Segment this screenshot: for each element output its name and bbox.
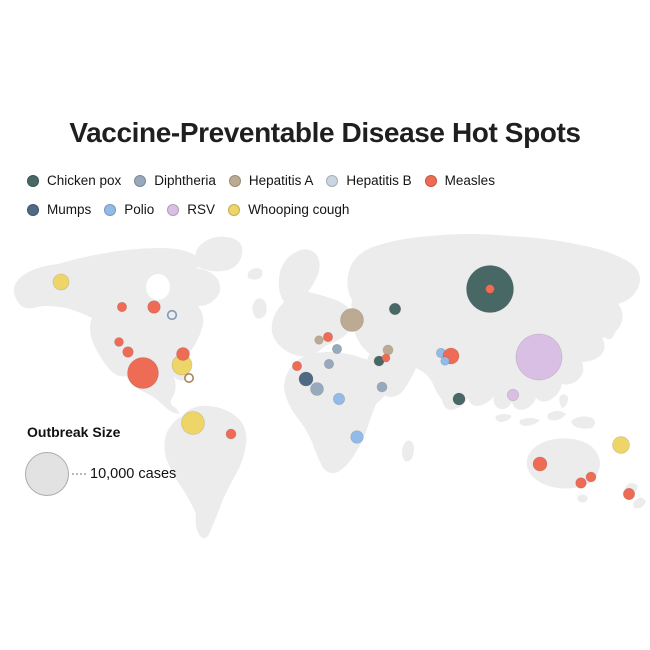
diphtheria-dot-icon [134, 174, 147, 187]
bubble-turkey [382, 344, 394, 356]
size-legend-heading: Outbreak Size [27, 424, 121, 440]
bubble-western-russia [388, 302, 402, 316]
bubble-northern-europe [340, 308, 364, 332]
legend-label-measles: Measles [444, 172, 495, 188]
bubble-angola [350, 430, 364, 444]
bubble-caribbean [184, 372, 195, 383]
hepatitis_b-dot-icon [326, 174, 339, 187]
outbreak-bubbles [52, 265, 636, 501]
chicken_pox-dot-icon [27, 174, 39, 187]
polio-dot-icon [104, 203, 117, 216]
bubble-pakistan [440, 356, 450, 366]
bubble-alaska [52, 273, 70, 291]
bubble-southern-australia [575, 477, 587, 489]
bubble-eastern-us [176, 347, 190, 361]
legend-label-diphtheria: Diphtheria [154, 172, 216, 188]
rsv-dot-icon [167, 203, 180, 216]
legend-row-1: Chicken pox Diphtheria Hepatitis A Hepatiti… [27, 169, 627, 192]
legend-item-measles: Measles [424, 172, 495, 188]
bubble-iraq [381, 353, 391, 363]
legend-label-polio: Polio [124, 201, 155, 217]
legend-item-polio: Polio [104, 203, 154, 217]
mumps-dot-icon [27, 203, 39, 216]
size-legend: Outbreak Size 10,000 cases [25, 424, 195, 496]
bubble-southwestern-us [122, 346, 134, 358]
size-legend-label: 10,000 cases [90, 466, 177, 482]
size-legend-circle [25, 452, 69, 496]
bubble-western-canada [116, 301, 128, 313]
legend-label-hepatitis_b: Hepatitis B [346, 172, 412, 188]
bubble-western-australia [532, 456, 548, 472]
legend-item-diphtheria: Diphtheria [134, 174, 216, 188]
bubble-france [322, 331, 334, 343]
bubble-yemen [376, 381, 388, 393]
legend-item-whooping_cough: Whooping cough [228, 203, 349, 217]
bubble-mongolia-center [485, 284, 495, 294]
disease-legend: Chicken pox Diphtheria Hepatitis A Hepatiti… [27, 169, 627, 221]
bubble-nigeria [332, 392, 346, 406]
bubble-india [452, 392, 466, 406]
legend-item-hepatitis_a: Hepatitis A [228, 172, 314, 188]
bubble-northwest-africa [291, 360, 303, 372]
bubble-spain [314, 335, 324, 345]
bubble-vietnam [506, 388, 520, 402]
bubble-central-canada [147, 300, 161, 314]
whooping_cough-dot-icon [228, 203, 241, 216]
size-legend-connector [72, 473, 86, 475]
legend-item-rsv: RSV [167, 203, 215, 217]
legend-label-hepatitis_a: Hepatitis A [248, 172, 314, 188]
legend-label-whooping_cough: Whooping cough [248, 201, 350, 217]
measles-dot-icon [424, 174, 437, 187]
size-legend-row: 10,000 cases [25, 452, 195, 496]
bubble-algeria [331, 343, 343, 355]
bubble-china [515, 333, 563, 381]
legend-label-rsv: RSV [187, 201, 216, 217]
bubble-new-caledonia [612, 436, 630, 454]
bubble-western-us [114, 337, 124, 347]
bubble-new-zealand [622, 487, 636, 501]
legend-label-chicken_pox: Chicken pox [47, 172, 122, 188]
bubble-mexico [127, 357, 159, 389]
bubble-mali [323, 358, 335, 370]
bubble-eastern-australia [585, 471, 597, 483]
bubble-senegal [298, 371, 314, 387]
bubble-guinea [310, 382, 324, 396]
hepatitis_a-dot-icon [228, 174, 241, 187]
legend-item-chicken_pox: Chicken pox [27, 174, 121, 188]
bubble-peru [181, 411, 205, 435]
page-title: Vaccine-Preventable Disease Hot Spots [69, 117, 581, 148]
legend-item-hepatitis_b: Hepatitis B [326, 172, 412, 188]
bubble-brazil [225, 428, 237, 440]
legend-label-mumps: Mumps [47, 201, 92, 217]
legend-item-mumps: Mumps [27, 203, 91, 217]
legend-row-2: Mumps Polio RSV Whooping cough [27, 198, 627, 221]
bubble-eastern-canada [166, 309, 178, 321]
